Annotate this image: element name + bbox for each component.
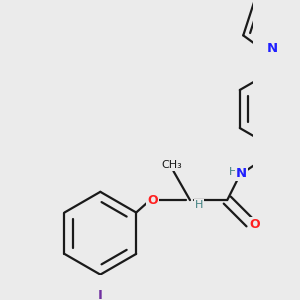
Text: O: O — [250, 218, 260, 231]
Text: N: N — [267, 42, 278, 55]
Text: CH₃: CH₃ — [161, 160, 182, 170]
Text: N: N — [236, 167, 247, 180]
Text: O: O — [147, 194, 158, 207]
Text: H: H — [228, 167, 237, 176]
Text: I: I — [98, 289, 103, 300]
Text: H: H — [195, 200, 203, 210]
Text: N: N — [267, 42, 278, 55]
